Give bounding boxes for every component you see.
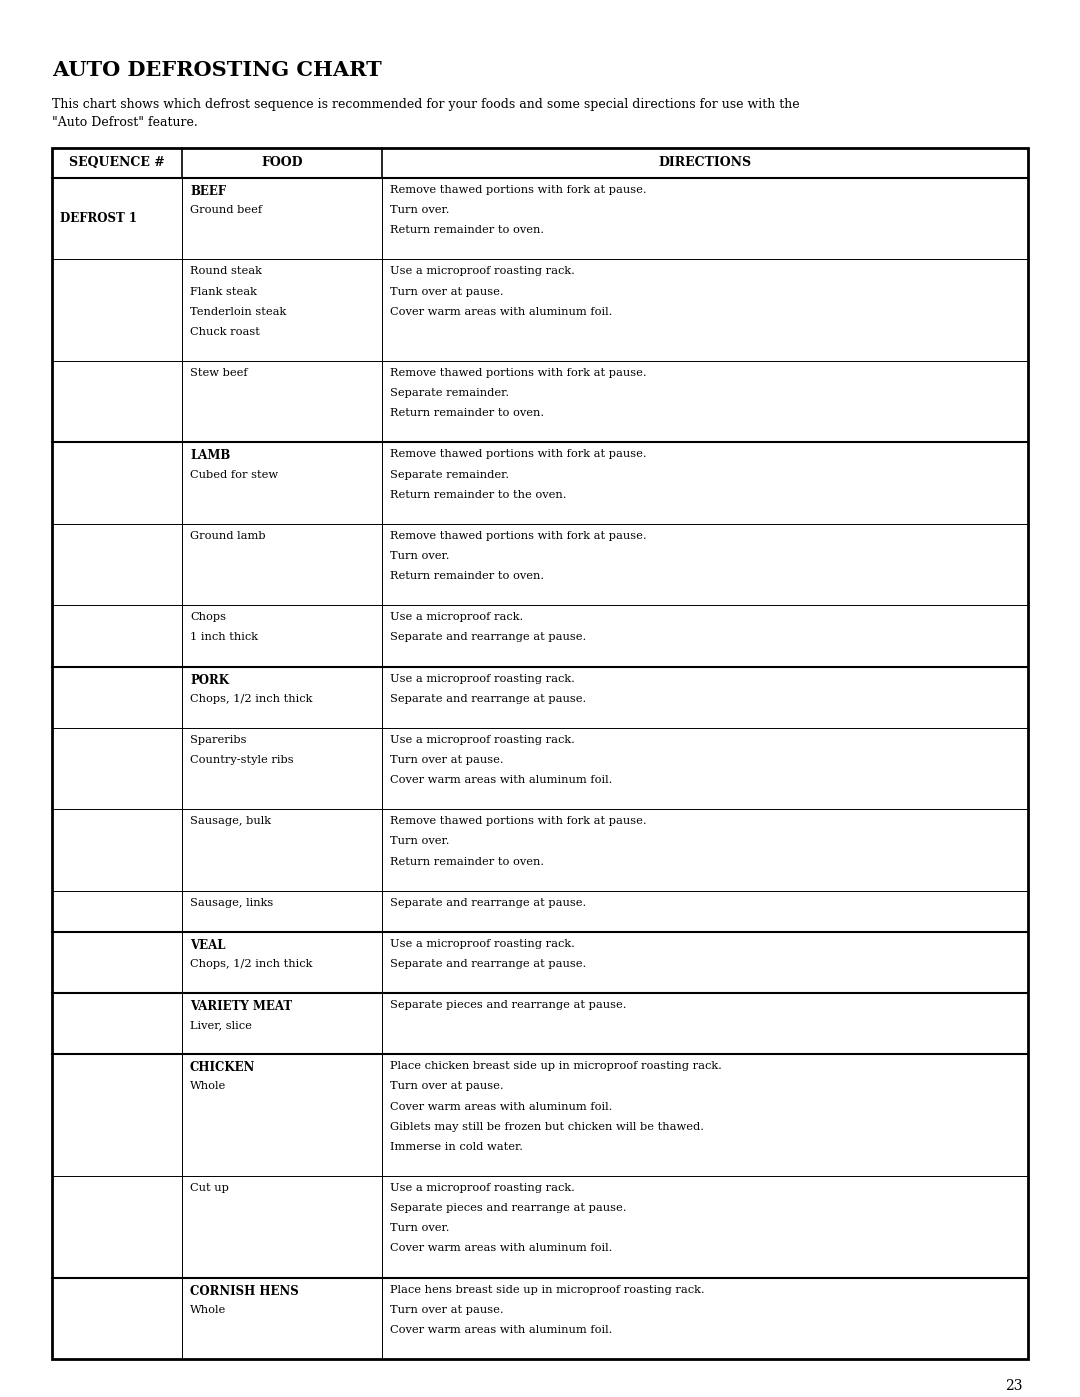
Text: LAMB: LAMB — [190, 450, 230, 462]
Text: Giblets may still be frozen but chicken will be thawed.: Giblets may still be frozen but chicken … — [390, 1122, 704, 1132]
Text: Cover warm areas with aluminum foil.: Cover warm areas with aluminum foil. — [390, 307, 612, 317]
Text: Chuck roast: Chuck roast — [190, 327, 260, 337]
Text: Stew beef: Stew beef — [190, 367, 247, 379]
Text: Use a microproof roasting rack.: Use a microproof roasting rack. — [390, 735, 575, 745]
Text: Turn over at pause.: Turn over at pause. — [390, 754, 503, 766]
Text: Return remainder to oven.: Return remainder to oven. — [390, 856, 544, 866]
Text: Turn over.: Turn over. — [390, 205, 449, 215]
Text: FOOD: FOOD — [261, 156, 302, 169]
Text: Ground lamb: Ground lamb — [190, 531, 266, 541]
Text: Use a microproof roasting rack.: Use a microproof roasting rack. — [390, 267, 575, 277]
Text: Turn over at pause.: Turn over at pause. — [390, 1081, 503, 1091]
Text: Turn over at pause.: Turn over at pause. — [390, 286, 503, 296]
Text: 23: 23 — [1005, 1379, 1023, 1393]
Text: Separate remainder.: Separate remainder. — [390, 388, 509, 398]
Text: Remove thawed portions with fork at pause.: Remove thawed portions with fork at paus… — [390, 816, 647, 826]
Text: Chops, 1/2 inch thick: Chops, 1/2 inch thick — [190, 958, 312, 970]
Text: Cover warm areas with aluminum foil.: Cover warm areas with aluminum foil. — [390, 1243, 612, 1253]
Text: Return remainder to oven.: Return remainder to oven. — [390, 225, 544, 235]
Text: VEAL: VEAL — [190, 939, 226, 951]
Text: DIRECTIONS: DIRECTIONS — [659, 156, 752, 169]
Text: Turn over.: Turn over. — [390, 1224, 449, 1234]
Text: Immerse in cold water.: Immerse in cold water. — [390, 1141, 523, 1153]
Text: Separate pieces and rearrange at pause.: Separate pieces and rearrange at pause. — [390, 1000, 626, 1010]
Text: This chart shows which defrost sequence is recommended for your foods and some s: This chart shows which defrost sequence … — [52, 98, 799, 129]
Text: Ground beef: Ground beef — [190, 205, 262, 215]
Text: Remove thawed portions with fork at pause.: Remove thawed portions with fork at paus… — [390, 184, 647, 196]
Text: Separate and rearrange at pause.: Separate and rearrange at pause. — [390, 694, 586, 704]
Text: Round steak: Round steak — [190, 267, 261, 277]
Text: BEEF: BEEF — [190, 184, 226, 198]
Text: Use a microproof roasting rack.: Use a microproof roasting rack. — [390, 1183, 575, 1193]
Text: Remove thawed portions with fork at pause.: Remove thawed portions with fork at paus… — [390, 450, 647, 460]
Text: Tenderloin steak: Tenderloin steak — [190, 307, 286, 317]
Text: Remove thawed portions with fork at pause.: Remove thawed portions with fork at paus… — [390, 367, 647, 379]
Text: DEFROST 1: DEFROST 1 — [60, 212, 137, 225]
Text: Chops, 1/2 inch thick: Chops, 1/2 inch thick — [190, 694, 312, 704]
Text: Return remainder to oven.: Return remainder to oven. — [390, 408, 544, 418]
Text: Spareribs: Spareribs — [190, 735, 246, 745]
Text: Turn over.: Turn over. — [390, 837, 449, 847]
Text: Cubed for stew: Cubed for stew — [190, 469, 279, 479]
Text: Liver, slice: Liver, slice — [190, 1020, 252, 1030]
Text: Separate and rearrange at pause.: Separate and rearrange at pause. — [390, 898, 586, 908]
Text: Return remainder to oven.: Return remainder to oven. — [390, 571, 544, 581]
Text: Sausage, bulk: Sausage, bulk — [190, 816, 271, 826]
Text: Use a microproof rack.: Use a microproof rack. — [390, 612, 523, 622]
Text: Flank steak: Flank steak — [190, 286, 257, 296]
Text: Use a microproof roasting rack.: Use a microproof roasting rack. — [390, 673, 575, 683]
Text: Separate and rearrange at pause.: Separate and rearrange at pause. — [390, 958, 586, 970]
Text: Cover warm areas with aluminum foil.: Cover warm areas with aluminum foil. — [390, 1324, 612, 1336]
Text: SEQUENCE #: SEQUENCE # — [69, 156, 165, 169]
Text: Remove thawed portions with fork at pause.: Remove thawed portions with fork at paus… — [390, 531, 647, 541]
Text: VARIETY MEAT: VARIETY MEAT — [190, 1000, 292, 1013]
Text: Use a microproof roasting rack.: Use a microproof roasting rack. — [390, 939, 575, 949]
Text: Separate remainder.: Separate remainder. — [390, 469, 509, 479]
Text: Cover warm areas with aluminum foil.: Cover warm areas with aluminum foil. — [390, 775, 612, 785]
Text: AUTO DEFROSTING CHART: AUTO DEFROSTING CHART — [52, 60, 381, 80]
Text: Turn over at pause.: Turn over at pause. — [390, 1305, 503, 1315]
Text: Chops: Chops — [190, 612, 226, 622]
Text: Separate pieces and rearrange at pause.: Separate pieces and rearrange at pause. — [390, 1203, 626, 1213]
Text: Whole: Whole — [190, 1081, 226, 1091]
Text: Return remainder to the oven.: Return remainder to the oven. — [390, 490, 567, 500]
Text: Cut up: Cut up — [190, 1183, 229, 1193]
Text: Place chicken breast side up in microproof roasting rack.: Place chicken breast side up in micropro… — [390, 1062, 721, 1071]
Text: PORK: PORK — [190, 673, 229, 686]
Text: Sausage, links: Sausage, links — [190, 898, 273, 908]
Text: Country-style ribs: Country-style ribs — [190, 754, 294, 766]
Text: Separate and rearrange at pause.: Separate and rearrange at pause. — [390, 633, 586, 643]
Text: CHICKEN: CHICKEN — [190, 1062, 255, 1074]
Text: 1 inch thick: 1 inch thick — [190, 633, 258, 643]
Text: Place hens breast side up in microproof roasting rack.: Place hens breast side up in microproof … — [390, 1285, 704, 1295]
Text: Turn over.: Turn over. — [390, 550, 449, 562]
Bar — [52, 148, 1028, 1359]
Text: Cover warm areas with aluminum foil.: Cover warm areas with aluminum foil. — [390, 1102, 612, 1112]
Text: CORNISH HENS: CORNISH HENS — [190, 1285, 299, 1298]
Text: Whole: Whole — [190, 1305, 226, 1315]
